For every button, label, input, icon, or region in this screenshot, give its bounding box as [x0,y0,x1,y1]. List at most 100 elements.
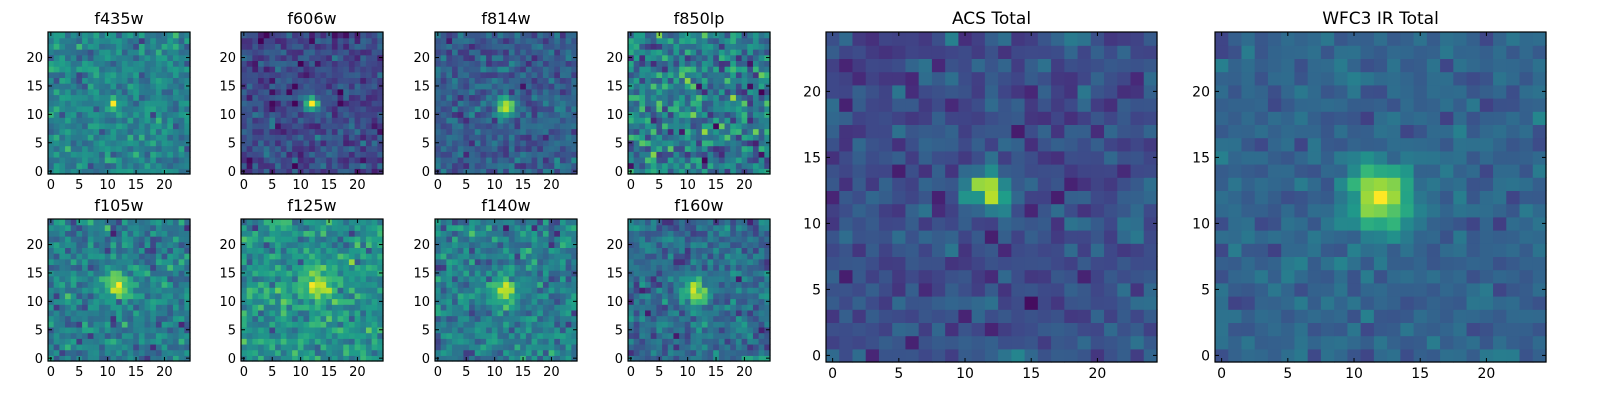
heatmap-cell [331,122,339,130]
heatmap-cell [542,134,550,141]
heatmap-cell [155,117,163,124]
heatmap-cell [662,32,669,39]
heatmap-cell [104,83,112,90]
heatmap-cell [167,355,174,362]
heatmap-cell [241,66,248,73]
heatmap-cell [99,77,106,84]
heatmap-cell [656,304,663,311]
heatmap-cell [679,32,686,39]
heatmap-cell [53,264,60,271]
heatmap-cell [542,122,550,130]
heatmap-cell [446,236,453,243]
y-tick-label: 5 [35,323,43,338]
heatmap-cell [76,128,83,135]
heatmap-cell [718,83,726,90]
heatmap-cell [258,326,265,334]
heatmap-cell [53,230,60,237]
heatmap-cell [679,128,686,135]
heatmap-cell [348,230,356,237]
heatmap-cell [116,309,123,317]
heatmap-cell [144,49,151,56]
heatmap-cell [297,298,305,305]
heatmap-cell [76,230,83,237]
heatmap-cell [491,292,499,300]
heatmap-cell [110,315,117,322]
heatmap-cell [275,219,282,226]
heatmap-cell [548,122,555,130]
heatmap-cell [59,281,66,288]
heatmap-cell [503,94,510,101]
heatmap-cell [360,224,367,231]
heatmap-cell [650,326,657,334]
heatmap-cell [747,332,754,339]
heatmap-cell [508,326,516,334]
heatmap-cell [331,224,339,231]
heatmap-cell [520,122,527,130]
heatmap-cell [275,60,282,67]
heatmap-cell [520,49,527,56]
heatmap-cell [150,241,157,248]
heatmap-cell [161,287,168,294]
heatmap-cell [440,343,447,351]
heatmap-cell [309,117,316,124]
y-tick-label: 15 [26,80,43,95]
heatmap-cell [452,32,459,39]
heatmap-cell [520,134,527,141]
heatmap-cell [559,54,567,61]
heatmap-cell [252,94,259,101]
heatmap-cell [99,37,106,44]
heatmap-cell [701,139,709,147]
heatmap-cell [662,49,669,56]
heatmap-cell [87,247,95,254]
heatmap-cell [491,264,499,271]
heatmap-cell [645,88,652,96]
heatmap-cell [48,66,55,73]
heatmap-cell [121,122,129,130]
heatmap-cell [628,349,635,356]
heatmap-cell [724,66,731,73]
heatmap-cell [690,349,697,356]
heatmap-cell [503,309,510,317]
heatmap-cell [343,66,350,73]
heatmap-cell [87,122,95,130]
heatmap-cell [275,168,282,175]
x-tick-label: 10 [292,178,309,193]
heatmap-cell [155,264,163,271]
heatmap-cell [440,264,447,271]
heatmap-cell [497,168,504,175]
heatmap-cell [514,122,521,130]
heatmap-cell [280,66,288,73]
heatmap-cell [110,236,117,243]
heatmap-cell [514,298,521,305]
heatmap-cell [82,343,89,351]
heatmap-cell [633,54,640,61]
heatmap-cell [48,128,55,135]
heatmap-cell [531,37,538,44]
heatmap-cell [508,117,516,124]
heatmap-cell [127,139,134,147]
heatmap-cell [99,355,106,362]
heatmap-cell [701,343,709,351]
heatmap-cell [690,94,697,101]
heatmap-cell [633,287,640,294]
heatmap-cell [263,128,270,135]
heatmap-cell [133,77,140,84]
heatmap-cell [446,168,453,175]
heatmap-cell [172,117,180,124]
panel-title: f160w [674,196,723,215]
heatmap-cell [696,292,703,300]
heatmap-cell [713,343,720,351]
heatmap-cell [133,241,140,248]
heatmap-cell [93,304,100,311]
heatmap-cell [348,162,356,169]
heatmap-cell [684,117,692,124]
heatmap-cell [178,111,185,118]
heatmap-cell [474,168,482,175]
heatmap-cell [497,224,504,231]
heatmap-cell [446,264,453,271]
heatmap-cell [70,349,77,356]
heatmap-cell [520,139,527,147]
heatmap-cell [662,151,669,158]
heatmap-cell [435,156,442,164]
heatmap-cell [645,49,652,56]
